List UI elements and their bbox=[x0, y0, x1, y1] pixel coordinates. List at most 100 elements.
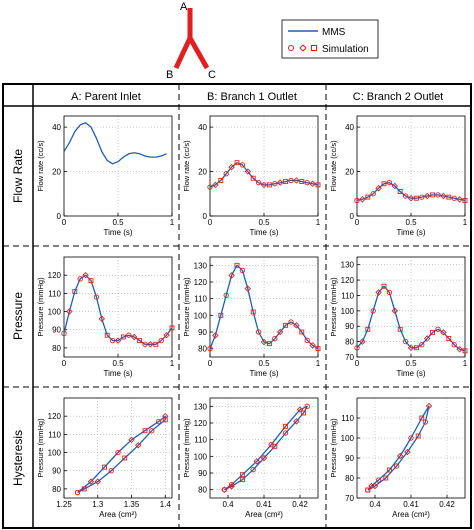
y-tick-label: 20 bbox=[198, 168, 207, 177]
simulation-point bbox=[381, 181, 387, 187]
simulation-point bbox=[102, 464, 107, 470]
label-c: C bbox=[208, 69, 216, 81]
simulation-point bbox=[253, 458, 261, 465]
x-tick-label: 0.42 bbox=[439, 500, 455, 509]
simulation-point bbox=[239, 267, 246, 273]
x-axis-label: Time (s) bbox=[103, 369, 132, 378]
legend-simulation-label: Simulation bbox=[322, 44, 369, 55]
label-b: B bbox=[166, 69, 173, 81]
x-tick-label: 0 bbox=[355, 359, 360, 368]
simulation-point bbox=[422, 419, 429, 425]
x-tick-label: 0.41 bbox=[256, 500, 272, 509]
y-tick-label: 110 bbox=[48, 430, 61, 439]
x-tick-label: 1.25 bbox=[56, 500, 72, 509]
y-tick-label: 120 bbox=[194, 278, 208, 287]
simulation-point bbox=[149, 428, 155, 434]
hyst-c-panel: 0.4 0.41 0.42 70 80 90 100 110 Area (cm²) Pressur… bbox=[329, 397, 466, 519]
x-axis-label: Area (cm²) bbox=[99, 510, 137, 519]
y-tick-label: 70 bbox=[345, 353, 354, 362]
simulation-point bbox=[462, 197, 468, 203]
simulation-point bbox=[407, 344, 415, 352]
simulation-point bbox=[88, 278, 94, 284]
flow-c-panel: 0 0.5 1 0 20 40 Time (s) Flow rate (cc/s) bbox=[329, 115, 468, 237]
simulation-point bbox=[446, 336, 452, 341]
simulation-point bbox=[66, 308, 73, 315]
plot-frame bbox=[63, 397, 173, 499]
simulation-point bbox=[304, 337, 310, 343]
hyst-a-panel: 1.25 1.3 1.35 1.4 80 90 100 110 120 Area (cm²) Pre… bbox=[36, 397, 173, 519]
simulation-point bbox=[354, 345, 360, 351]
y-tick-label: 110 bbox=[341, 291, 354, 300]
simulation-point bbox=[162, 412, 169, 420]
simulation-point bbox=[120, 334, 126, 340]
y-tick-label: 100 bbox=[341, 307, 355, 316]
simulation-point bbox=[397, 189, 403, 195]
simulation-point bbox=[239, 162, 246, 168]
simulation-point bbox=[87, 478, 95, 485]
simulation-point bbox=[228, 272, 235, 279]
column-header-b: B: Branch 1 Outlet bbox=[207, 91, 297, 103]
simulation-point bbox=[266, 341, 272, 347]
simulation-point bbox=[266, 182, 272, 188]
simulation-point bbox=[404, 448, 411, 456]
simulation-point bbox=[419, 342, 425, 348]
x-tick-label: 0.5 bbox=[112, 218, 124, 227]
x-tick-label: 0 bbox=[355, 218, 360, 227]
simulation-point bbox=[283, 423, 289, 429]
x-tick-label: 1 bbox=[316, 359, 321, 368]
simulation-point bbox=[370, 308, 376, 314]
simulation-point bbox=[440, 329, 447, 336]
x-tick-label: 0.5 bbox=[258, 359, 270, 368]
column-header-c: C: Branch 2 Outlet bbox=[353, 91, 444, 103]
legend-box bbox=[281, 19, 379, 59]
y-tick-label: 20 bbox=[52, 168, 61, 177]
mms-series-line bbox=[63, 274, 173, 345]
simulation-point bbox=[250, 175, 256, 181]
simulation-point bbox=[272, 336, 278, 342]
mms-series-line bbox=[63, 122, 167, 165]
simulation-point bbox=[383, 475, 389, 481]
simulation-point bbox=[276, 179, 284, 186]
y-tick-label: 110 bbox=[194, 295, 207, 304]
press-a-panel: 0 0.5 1 80 90 100 110 120 Time (s) Pressure (mmHg… bbox=[36, 256, 175, 378]
simulation-point bbox=[272, 181, 278, 187]
simulation-point bbox=[413, 345, 419, 351]
y-tick-label: 80 bbox=[52, 344, 61, 353]
simulation-point bbox=[419, 415, 425, 421]
simulation-point bbox=[223, 292, 229, 298]
y-tick-label: 110 bbox=[48, 289, 61, 298]
simulation-point bbox=[255, 180, 262, 186]
simulation-point bbox=[393, 463, 400, 469]
row-label-hysteresis: Hysteresis bbox=[11, 430, 25, 486]
simulation-point bbox=[407, 194, 415, 202]
simulation-point bbox=[93, 294, 100, 300]
y-tick-label: 100 bbox=[341, 434, 355, 443]
y-tick-label: 90 bbox=[345, 322, 354, 331]
flow-a-panel: 0 0.5 1 0 20 40 Time (s) Flow rate (cc/s) bbox=[36, 115, 175, 237]
simulation-point bbox=[218, 177, 224, 183]
x-tick-label: 0.5 bbox=[405, 359, 417, 368]
simulation-point bbox=[425, 402, 433, 410]
y-tick-label: 120 bbox=[194, 419, 208, 428]
simulation-point bbox=[276, 328, 284, 336]
y-tick-label: 40 bbox=[345, 123, 354, 132]
simulation-point bbox=[142, 428, 148, 434]
simulation-point bbox=[260, 181, 268, 189]
simulation-point bbox=[239, 477, 245, 483]
mms-series-line bbox=[367, 405, 430, 491]
simulation-point bbox=[82, 271, 89, 279]
simulation-point bbox=[228, 163, 235, 171]
simulation-point bbox=[402, 193, 409, 199]
y-tick-label: 130 bbox=[341, 261, 355, 270]
simulation-point bbox=[122, 455, 128, 461]
y-tick-label: 130 bbox=[194, 261, 208, 270]
simulation-point bbox=[260, 454, 268, 462]
simulation-point bbox=[365, 326, 371, 332]
y-tick-label: 100 bbox=[194, 452, 208, 461]
y-tick-label: 40 bbox=[198, 123, 207, 132]
simulation-point bbox=[359, 196, 366, 203]
simulation-point bbox=[359, 338, 366, 345]
simulation-point bbox=[381, 283, 387, 289]
flow-b-panel: 0 0.5 1 0 20 40 Time (s) Flow rate (cc/s) bbox=[182, 115, 321, 237]
bifurcation-diagram: A B C bbox=[166, 1, 216, 81]
